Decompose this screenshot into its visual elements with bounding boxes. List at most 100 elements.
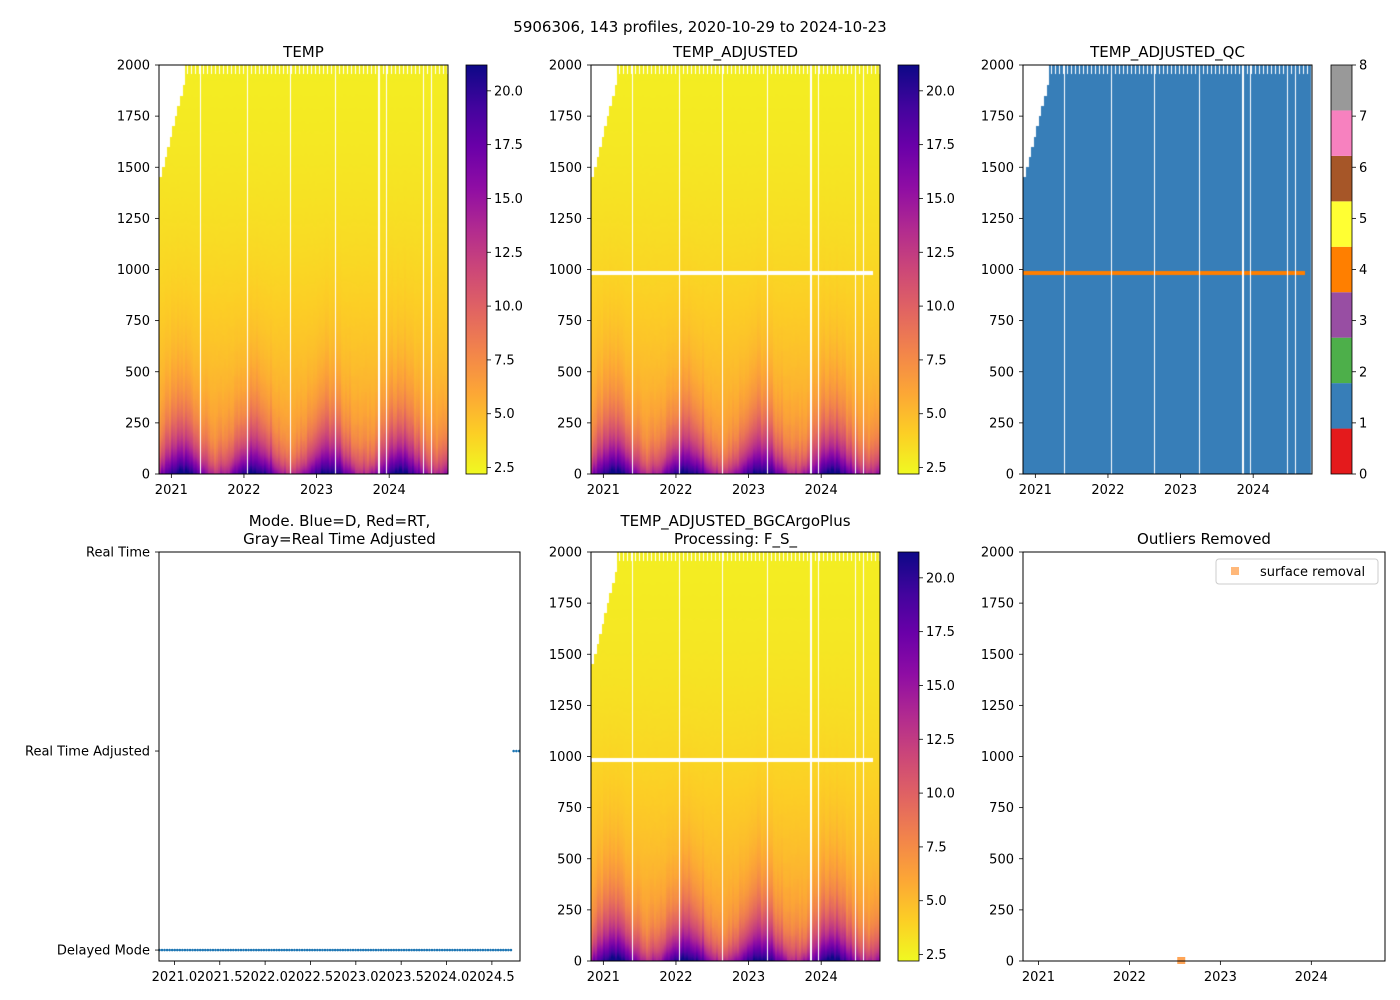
- mode-point: [361, 948, 365, 952]
- mode-point: [313, 948, 317, 952]
- mode-point: [430, 948, 434, 952]
- mode-point: [216, 948, 220, 952]
- mode-point: [377, 948, 380, 952]
- y-tick-label: 1500: [981, 161, 1014, 176]
- colorbar-tick-label: 7: [1359, 110, 1367, 125]
- x-tick-label: 2022: [659, 970, 692, 985]
- y-tick-label: 0: [574, 955, 582, 970]
- mode-point: [349, 948, 352, 952]
- mode-point: [400, 948, 403, 952]
- mode-point: [331, 948, 334, 952]
- mode-point: [257, 948, 261, 952]
- y-tick-label: 0: [142, 468, 150, 483]
- x-tick-label: 2024: [805, 970, 838, 985]
- y-tick-label: 750: [989, 314, 1014, 329]
- mode-point: [221, 948, 225, 952]
- mode-point: [512, 749, 515, 753]
- x-tick-label: 2023.0: [333, 970, 379, 985]
- mode-point: [336, 948, 340, 952]
- y-tick-label: Real Time Adjusted: [25, 745, 150, 760]
- y-tick-label: 2000: [981, 59, 1014, 74]
- mode-point: [458, 948, 462, 952]
- adj-axes: 2021 2022 2023 2024 0 250 500 750 1000 1250 1500 17…: [549, 43, 881, 498]
- mode-point: [178, 948, 182, 952]
- mode-point: [491, 948, 495, 952]
- mode-point: [417, 948, 421, 952]
- mode-point: [489, 948, 492, 952]
- x-tick-label: 2024: [1295, 970, 1328, 985]
- mode-point: [415, 948, 418, 952]
- mode-point: [402, 948, 406, 952]
- colorbar-segment-5: [1331, 201, 1352, 247]
- mode-point: [369, 948, 373, 952]
- mode-point: [382, 948, 385, 952]
- mode-point: [265, 948, 268, 952]
- mode-point: [300, 948, 304, 952]
- y-tick-label: 0: [1006, 468, 1014, 483]
- mode-point: [443, 948, 447, 952]
- mode-point: [507, 948, 510, 952]
- mode-point: [260, 948, 263, 952]
- mode-point: [499, 948, 503, 952]
- subplot-title: Mode. Blue=D, Red=RT,: [249, 512, 431, 530]
- mode-point: [412, 948, 416, 952]
- bgc-heatmap: [591, 552, 880, 961]
- x-tick-label: 2022: [1113, 970, 1146, 985]
- mode-point: [196, 948, 199, 952]
- y-tick-label: 1000: [981, 750, 1014, 765]
- qc-heatmap: [1023, 65, 1312, 474]
- y-tick-label: 2000: [981, 546, 1014, 561]
- mode-axes: 2021.0 2021.5 2022.0 2022.5 2023.0 2023.5 2024…: [25, 512, 521, 985]
- mode-point: [316, 948, 319, 952]
- axes-frame: [590, 551, 881, 962]
- mode-point: [321, 948, 324, 952]
- legend-label: surface removal: [1260, 565, 1365, 580]
- colorbar-tick-label: 2.5: [494, 461, 515, 476]
- colorbar-tick-label: 20.0: [926, 84, 955, 99]
- y-tick-label: 1000: [117, 263, 150, 278]
- y-tick-label: 2000: [549, 546, 582, 561]
- y-tick-label: 1250: [981, 212, 1014, 227]
- x-tick-label: 2021: [1022, 970, 1055, 985]
- x-tick-label: 2022.5: [288, 970, 334, 985]
- bgc-colorbar: 2.5 5.0 7.5 10.0 12.5 15.0 17.5 20.0: [897, 551, 955, 963]
- colorbar-gradient: [898, 552, 919, 961]
- x-tick-label: 2024: [805, 483, 838, 498]
- mode-point: [308, 948, 312, 952]
- colorbar-tick-label: 17.5: [494, 138, 523, 153]
- y-tick-label: 250: [989, 416, 1014, 431]
- y-tick-label: 250: [125, 416, 150, 431]
- y-tick-label: 1750: [981, 597, 1014, 612]
- x-tick-label: 2021: [587, 483, 620, 498]
- mode-point: [193, 948, 197, 952]
- subplot-title: Outliers Removed: [1137, 530, 1271, 548]
- mode-point: [367, 948, 370, 952]
- colorbar-tick-label: 15.0: [926, 679, 955, 694]
- mode-point: [435, 948, 439, 952]
- mode-point: [463, 948, 467, 952]
- colorbar-tick-label: 17.5: [926, 138, 955, 153]
- y-tick-label: 500: [557, 852, 582, 867]
- qc-axes: 2021 2022 2023 2024 0 250 500 750 1000 1250 1500 17…: [981, 43, 1313, 498]
- mode-point: [226, 948, 230, 952]
- mode-point: [244, 948, 248, 952]
- colorbar-tick-label: 2.5: [926, 948, 947, 963]
- mode-point: [445, 948, 449, 952]
- y-tick-label: 500: [989, 852, 1014, 867]
- mode-point: [282, 948, 286, 952]
- mode-point: [494, 948, 497, 952]
- mode-point: [206, 948, 210, 952]
- y-tick-label: 1000: [549, 263, 582, 278]
- mode-point: [453, 948, 457, 952]
- outlier-point: [1177, 956, 1186, 964]
- mode-point: [407, 948, 411, 952]
- x-tick-label: 2022: [227, 483, 260, 498]
- x-tick-label: 2024: [1237, 483, 1270, 498]
- mode-point: [224, 948, 227, 952]
- mode-point: [479, 948, 482, 952]
- mode-point: [509, 948, 513, 952]
- y-tick-label: 1500: [117, 161, 150, 176]
- subplot-title: TEMP_ADJUSTED_BGCArgoPlus: [619, 512, 850, 531]
- mode-point: [372, 948, 375, 952]
